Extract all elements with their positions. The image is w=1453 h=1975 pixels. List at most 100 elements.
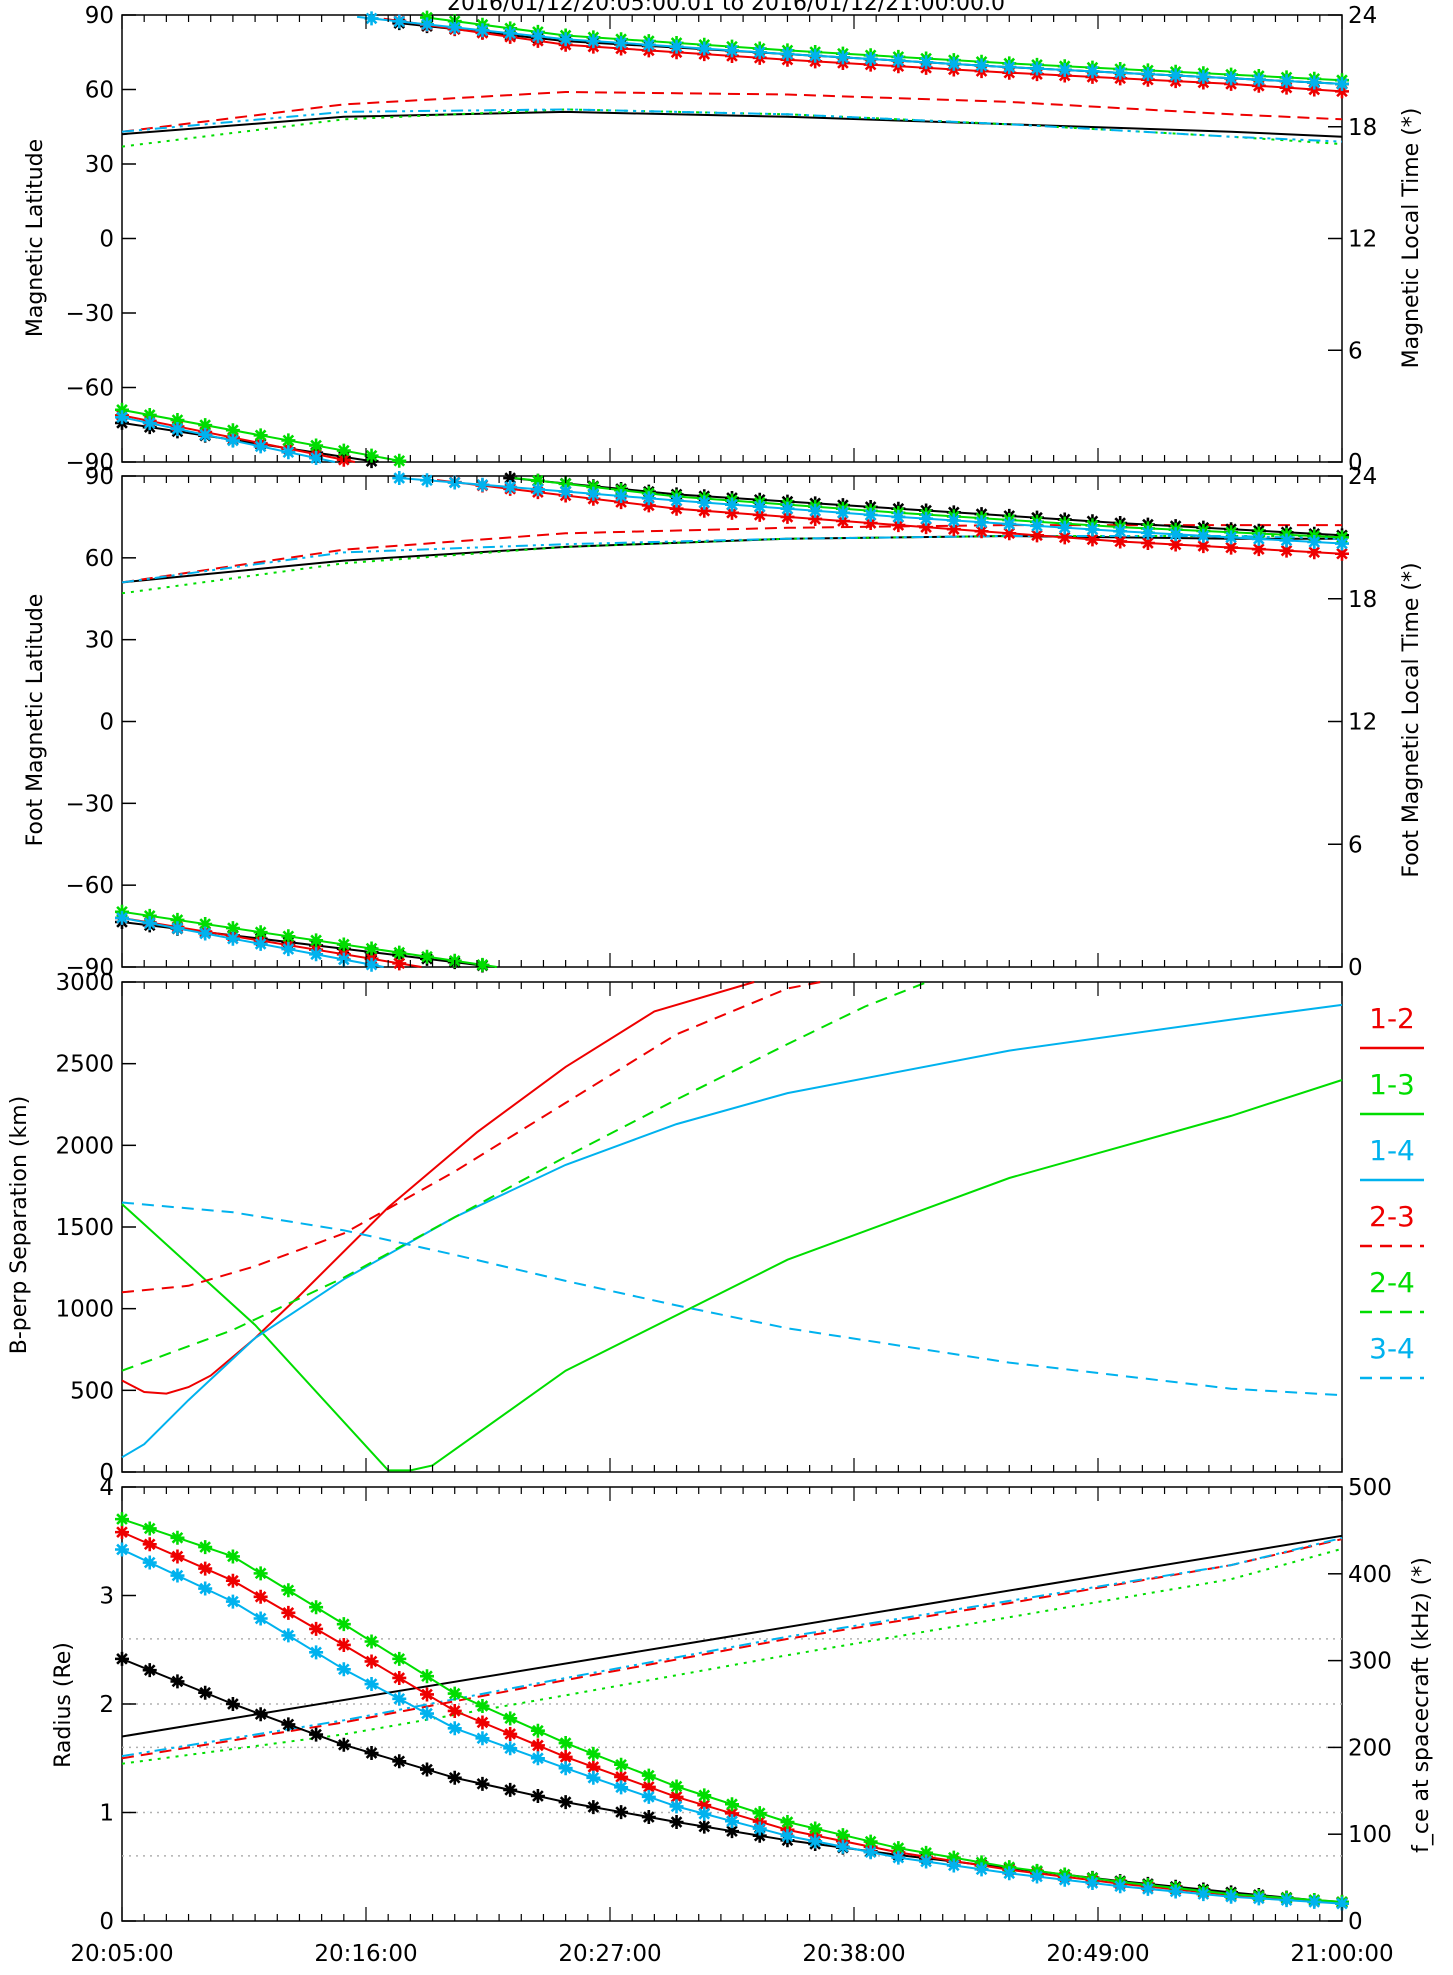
fce-series-sc4-marker <box>919 1854 934 1869</box>
fmlt-series-sc4-marker <box>1279 533 1294 548</box>
fce-series-sc3-marker <box>614 1757 629 1772</box>
fce-series-sc3-marker <box>919 1845 934 1860</box>
fmlt-series-sc4-marker <box>1335 536 1349 551</box>
fce-series-sc4-marker <box>253 1611 268 1626</box>
fmlt-series-sc2-marker <box>752 507 767 522</box>
fce-series-sc1-marker <box>669 1815 684 1830</box>
fce-series-sc1-marker <box>641 1810 656 1825</box>
fce-series-sc3-marker <box>725 1797 739 1812</box>
y2-tick-label: 18 <box>1348 587 1377 613</box>
fce-series-sc3-marker <box>364 1634 379 1649</box>
fce-series-sc3-marker <box>697 1788 712 1803</box>
y-tick-label: 3 <box>99 1584 114 1610</box>
mlt-series-sc4-marker <box>1251 72 1266 87</box>
fmlt-series-sc4-marker <box>530 482 545 497</box>
fce-series-sc1-marker <box>725 1824 739 1839</box>
mlt-series-sc4-marker <box>891 53 906 68</box>
fce-series-sc4-marker <box>1196 1887 1211 1902</box>
fce-series-sc2-marker <box>558 1749 573 1764</box>
plot-area-radius: 0 1 2 3 4 0 100 200 300 400 500 <box>99 1475 1392 1935</box>
fce-series-sc2-marker <box>420 1687 434 1702</box>
fmlt-series-sc4-marker <box>752 499 767 514</box>
fmlt-series-sc2-marker <box>1168 537 1183 552</box>
mlt-series-sc4-marker <box>641 37 656 52</box>
fce-series-sc2-marker <box>336 1637 351 1652</box>
fce-series-sc4-marker <box>808 1834 823 1849</box>
fmlt-series-sc2-marker <box>891 518 906 533</box>
fce-series-sc4-marker <box>1002 1866 1017 1881</box>
y2-tick-label: 12 <box>1348 227 1377 253</box>
fce-series-sc3-marker <box>253 1566 268 1581</box>
fce-series-sc2-marker <box>697 1798 712 1813</box>
legend-label-3-4: 3-4 <box>1369 1332 1415 1365</box>
separation-line-1-3 <box>121 1079 1343 1472</box>
fce-series-sc2-marker <box>475 1715 490 1730</box>
fmlt-series-sc4-marker <box>309 947 324 962</box>
fmlt-series-sc2-marker <box>863 516 878 531</box>
mlt-series-sc4-marker <box>835 50 850 65</box>
panel-frame <box>121 981 1343 1473</box>
panel-bperp-separation: 0 500 1000 1500 2000 2500 3000 1-2 1-3 1-4 2-3 2-4… <box>7 970 1424 1486</box>
fmlt-series-sc2-marker <box>1335 546 1349 561</box>
legend-label-2-4: 2-4 <box>1369 1266 1415 1299</box>
mlt-series-sc4-marker <box>530 29 545 44</box>
y2-tick-label: 6 <box>1348 338 1363 364</box>
mlt-series-sc3-marker <box>170 413 185 428</box>
fmlt-series-sc3-marker <box>281 929 296 944</box>
y-tick-label: 30 <box>85 152 114 178</box>
fce-series-sc4-marker <box>1030 1869 1044 1884</box>
fce-series-sc4-marker <box>225 1594 240 1609</box>
fce-series-sc3-marker <box>475 1698 490 1713</box>
mlt-series-sc4-marker <box>558 32 573 47</box>
fce-series-sc3-marker <box>420 1669 434 1684</box>
fce-series-sc4-marker <box>752 1821 767 1836</box>
y-tick-label: 0 <box>99 227 114 253</box>
fmlt-series-sc4-marker <box>697 495 712 510</box>
fce-series-sc3-marker <box>503 1711 518 1726</box>
fmlt-series-sc4-marker <box>669 493 684 508</box>
fmlt-series-sc3-marker <box>198 917 213 932</box>
fmlt-series-sc4-marker <box>780 501 795 516</box>
separation-line-1-4 <box>121 1003 1343 1459</box>
fmlt-series-sc3-marker <box>142 908 157 923</box>
mlt-series-sc4-marker <box>1196 69 1211 84</box>
mlt-series-sc3-marker <box>309 438 324 453</box>
fce-series-sc4-marker <box>946 1858 961 1873</box>
fce-series-sc3-marker <box>309 1600 324 1615</box>
mlt-series-sc4-marker <box>1307 75 1322 90</box>
radius-line-sc1 <box>121 1534 1343 1738</box>
fmlt-series-sc4-marker <box>115 910 129 925</box>
fce-series-sc2-marker <box>586 1759 601 1774</box>
fce-series-sc4-marker <box>1168 1884 1183 1899</box>
fce-series-sc1-marker <box>170 1674 185 1689</box>
fce-series-sc3-marker <box>115 1512 129 1527</box>
fce-series-sc2-marker <box>641 1779 656 1794</box>
fce-series-sc4-marker <box>586 1770 601 1785</box>
fmlt-series-sc4-marker <box>336 952 351 967</box>
fce-series-sc4-marker <box>420 1706 434 1721</box>
y2-tick-label: 200 <box>1348 1735 1392 1761</box>
pair-legend: 1-2 1-3 1-4 2-3 2-4 3-4 <box>1360 1002 1424 1380</box>
y2-tick-label: 0 <box>1348 1909 1363 1935</box>
fmlt-series-sc4-marker <box>614 489 629 504</box>
fce-series-sc3-marker <box>641 1768 656 1783</box>
x-tick-label: 21:00:00 <box>1290 1941 1393 1967</box>
fmlt-series-sc2-marker <box>835 514 850 529</box>
y-tick-label: 60 <box>85 78 114 104</box>
mlt-series-sc4-marker <box>447 20 462 35</box>
fce-series-sc2-marker <box>225 1573 240 1588</box>
y-tick-label: 60 <box>85 546 114 572</box>
mlt-series-sc4-marker <box>669 39 684 54</box>
fmlt-series-sc4-marker <box>198 926 213 941</box>
fmlt-series-sc2-marker <box>1251 542 1266 557</box>
fmlt-series-sc3-marker <box>170 912 185 927</box>
mlt-series-sc4-marker <box>364 11 379 26</box>
fce-series-sc4-marker <box>669 1799 684 1814</box>
fmlt-series-sc4-marker <box>835 505 850 520</box>
fce-series-sc4-marker <box>780 1828 795 1843</box>
fmlt-series-sc2-marker <box>1002 526 1017 541</box>
fmlt-series-sc4-marker <box>225 931 240 946</box>
fce-series-sc4-marker <box>309 1645 324 1660</box>
fmlt-series-sc4-marker <box>364 957 379 972</box>
fce-series-sc3-marker <box>225 1549 240 1564</box>
